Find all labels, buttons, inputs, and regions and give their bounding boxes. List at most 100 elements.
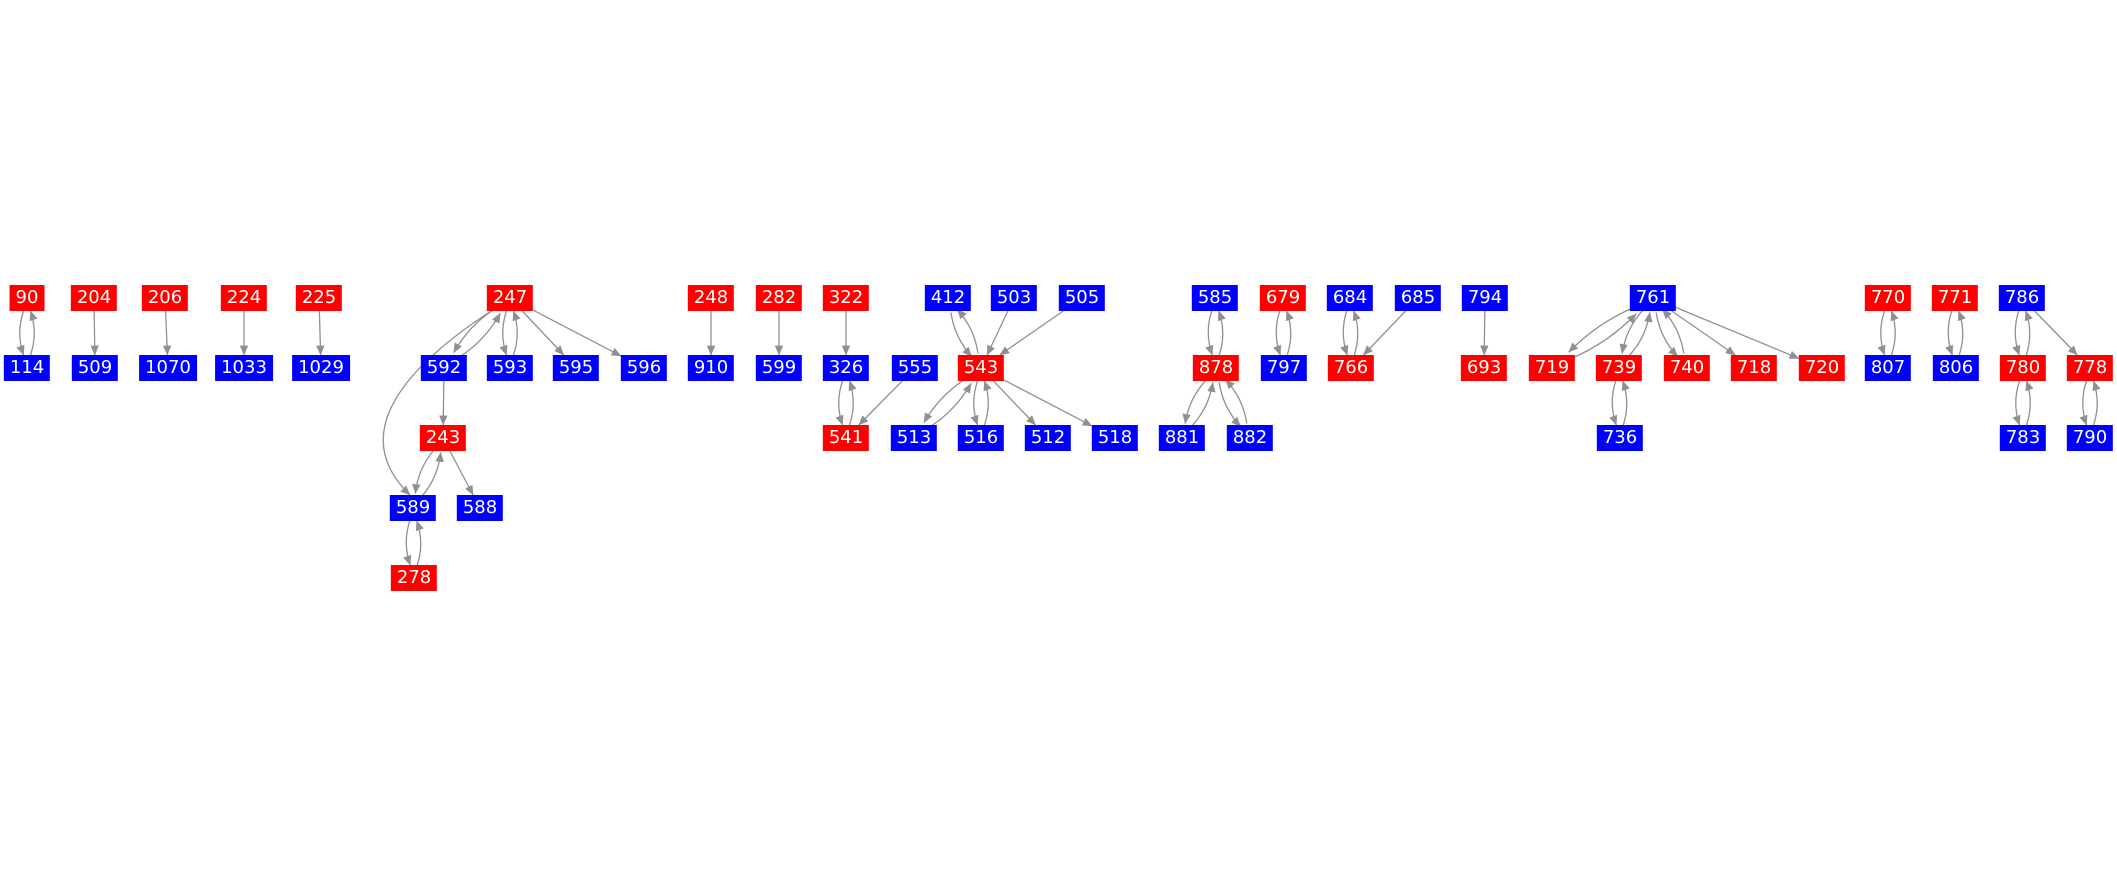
node-679: 679 [1259, 285, 1307, 311]
node-770: 770 [1864, 285, 1912, 311]
node-1033: 1033 [215, 355, 273, 381]
edge-739-736-rev [1621, 380, 1630, 426]
node-736: 736 [1596, 425, 1644, 451]
edge-786-780-fwd [2012, 310, 2021, 356]
node-412: 412 [924, 285, 972, 311]
edge-247-596 [532, 309, 622, 357]
edge-243-588 [449, 450, 474, 496]
node-555: 555 [891, 355, 939, 381]
edge-878-882-rev [1224, 379, 1248, 424]
edge-90-114-rev [29, 310, 38, 356]
node-778: 778 [2066, 355, 2114, 381]
edge-585-878-rev [1217, 310, 1226, 356]
edge-778-790-fwd [2079, 380, 2088, 426]
node-592: 592 [420, 355, 468, 381]
edge-543-516-rev [983, 380, 992, 426]
edge-761-740-fwd [1655, 312, 1679, 357]
edge-247-593-fwd [499, 310, 508, 356]
node-513: 513 [890, 425, 938, 451]
node-739: 739 [1595, 355, 1643, 381]
edge-684-766-rev [1352, 310, 1361, 356]
node-512: 512 [1024, 425, 1072, 451]
edge-326-541-fwd [835, 380, 844, 426]
edge-543-518 [1003, 379, 1093, 427]
node-878: 878 [1192, 355, 1240, 381]
edge-761-740-rev [1661, 309, 1685, 354]
edge-247-593-rev [512, 310, 521, 356]
node-585: 585 [1191, 285, 1239, 311]
node-797: 797 [1260, 355, 1308, 381]
edge-761-718 [1671, 310, 1736, 356]
edge-206-1070 [162, 310, 172, 356]
node-807: 807 [1864, 355, 1912, 381]
edge-761-720 [1675, 306, 1800, 360]
edge-878-882-fwd [1218, 382, 1242, 427]
node-204: 204 [70, 285, 118, 311]
edge-243-589-fwd [412, 449, 435, 495]
node-783: 783 [1999, 425, 2047, 451]
node-1070: 1070 [139, 355, 197, 381]
node-225: 225 [295, 285, 343, 311]
edge-679-797-rev [1285, 310, 1294, 356]
edge-326-541-rev [848, 380, 857, 426]
node-719: 719 [1528, 355, 1576, 381]
edge-412-543-rev [956, 309, 979, 354]
edge-225-1029 [316, 310, 325, 356]
node-740: 740 [1663, 355, 1711, 381]
edge-592-243 [439, 380, 448, 426]
node-685: 685 [1394, 285, 1442, 311]
node-780: 780 [1999, 355, 2047, 381]
node-599: 599 [755, 355, 803, 381]
edge-589-278-rev [415, 520, 424, 566]
edge-786-780-rev [2024, 310, 2033, 356]
edge-543-512 [992, 380, 1037, 426]
edge-780-783-fwd [2012, 380, 2021, 426]
edge-247-592-rev [458, 312, 501, 358]
edge-770-807-fwd [1877, 310, 1886, 356]
edge-503-543 [986, 310, 1009, 356]
node-278: 278 [390, 565, 438, 591]
edge-780-783-rev [2025, 380, 2034, 426]
node-718: 718 [1730, 355, 1778, 381]
node-1029: 1029 [292, 355, 350, 381]
node-516: 516 [957, 425, 1005, 451]
node-509: 509 [71, 355, 119, 381]
node-243: 243 [419, 425, 467, 451]
edge-770-807-rev [1890, 310, 1899, 356]
edge-778-790-rev [2092, 380, 2101, 426]
node-206: 206 [141, 285, 189, 311]
node-541: 541 [822, 425, 870, 451]
edge-412-543-fwd [950, 312, 973, 357]
edge-543-513-rev [928, 382, 972, 428]
edge-247-592-fwd [453, 308, 496, 354]
node-90: 90 [9, 285, 45, 311]
edge-505-543 [999, 310, 1064, 356]
node-771: 771 [1931, 285, 1979, 311]
node-322: 322 [822, 285, 870, 311]
node-790: 790 [2066, 425, 2114, 451]
edge-589-278-fwd [403, 520, 412, 566]
edge-771-806-fwd [1945, 310, 1954, 356]
node-794: 794 [1461, 285, 1509, 311]
node-247: 247 [486, 285, 534, 311]
edge-794-693 [1480, 310, 1489, 356]
node-326: 326 [822, 355, 870, 381]
edge-585-878-fwd [1205, 310, 1214, 356]
edge-771-806-rev [1957, 310, 1966, 356]
edge-761-739-fwd [1619, 309, 1645, 355]
node-693: 693 [1460, 355, 1508, 381]
node-596: 596 [620, 355, 668, 381]
edge-739-736-fwd [1609, 380, 1618, 426]
edge-685-766 [1362, 310, 1407, 356]
node-543: 543 [957, 355, 1005, 381]
node-881: 881 [1158, 425, 1206, 451]
edge-243-589-rev [421, 451, 444, 497]
edge-543-516-fwd [970, 380, 979, 426]
node-806: 806 [1932, 355, 1980, 381]
edge-684-766-fwd [1340, 310, 1349, 356]
node-766: 766 [1327, 355, 1375, 381]
node-248: 248 [687, 285, 735, 311]
node-910: 910 [687, 355, 735, 381]
node-720: 720 [1798, 355, 1846, 381]
